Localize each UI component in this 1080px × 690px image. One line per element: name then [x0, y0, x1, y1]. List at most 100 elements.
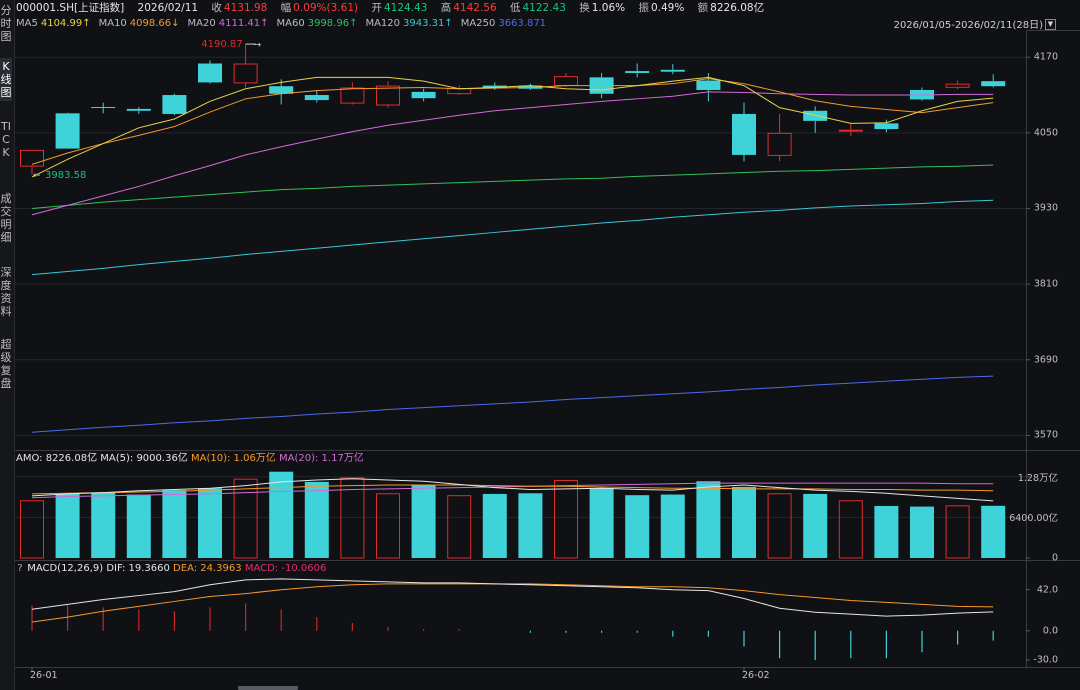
candle-down: [874, 123, 899, 130]
sidebar-tab-3[interactable]: 成交明细: [0, 192, 12, 244]
amo-bar-down: [625, 495, 650, 558]
amount-value: 8226.08亿: [710, 2, 765, 14]
amo-bar-down: [910, 506, 934, 558]
ma-value: 4111.41: [218, 18, 261, 29]
ma-legend-item: MA120 3943.31↑: [365, 18, 452, 29]
ma-legend-item: MA60 3998.96↑: [277, 18, 358, 29]
amo-bar-down: [732, 486, 756, 558]
candle-down: [981, 81, 1006, 87]
amo-bar-down: [589, 488, 614, 558]
candle-down: [198, 63, 222, 83]
amo-tick-label: 0: [1051, 552, 1058, 564]
amp-value: 0.09%(3.61): [293, 2, 359, 14]
ma5-line: [31, 76, 994, 178]
ma250-line: [31, 375, 994, 433]
macd-dea: DEA: 24.3963: [173, 563, 242, 574]
candle-up: [554, 76, 578, 86]
sidebar-tab-1[interactable]: K线图: [0, 58, 12, 101]
ma-trend-arrow: ↓: [171, 18, 180, 29]
amo-bar-down: [304, 481, 329, 558]
close-caption: 收: [211, 2, 222, 14]
price-tick-label: 4050: [1033, 127, 1058, 139]
candle-up: [20, 149, 44, 167]
amount-caption: 额: [697, 2, 709, 14]
candle-up: [838, 129, 863, 132]
candle-up: [376, 85, 400, 106]
turnover-caption: 换: [579, 2, 590, 14]
grid: [15, 56, 1030, 672]
amo-legend: AMO: 8226.08亿 MA(5): 9000.36亿 MA(10): 1.…: [16, 452, 364, 466]
ma-value: 3663.871: [498, 18, 547, 29]
amo-value: AMO: 8226.08亿: [16, 453, 98, 464]
amo-bar-down: [269, 471, 294, 558]
ma-legend-item: MA10 4098.66↓: [99, 18, 180, 29]
macd-legend: ? MACD(12,26,9) DIF: 19.3660 DEA: 24.396…: [16, 562, 326, 576]
amo-tick-label: 1.28万亿: [1017, 472, 1058, 484]
candle-down: [803, 110, 828, 121]
amo-bar-down: [518, 493, 543, 558]
amo-ma10: MA(10): 1.06万亿: [191, 453, 276, 464]
dea-line: [31, 583, 994, 623]
ma120-line: [31, 199, 994, 276]
date-range-selector[interactable]: 2026/01/05-2026/02/11(28日) ▼: [894, 16, 1056, 31]
macd-tick-label: -30.0: [1033, 654, 1058, 666]
ma-trend-arrow: ↑: [260, 18, 269, 29]
sidebar-tab-4[interactable]: 深度资料: [0, 266, 12, 318]
ma-name: MA60: [276, 18, 305, 29]
help-icon[interactable]: ?: [17, 563, 23, 574]
high-value: 4142.56: [453, 2, 497, 14]
amo-bar-down: [874, 505, 899, 558]
dif-line: [31, 578, 994, 617]
high-price-annotation: 4190.87: [201, 39, 242, 50]
candle-down: [660, 69, 685, 72]
open-caption: 开: [371, 2, 382, 14]
close-value: 4131.98: [223, 2, 268, 14]
amo-bar-up: [20, 500, 44, 559]
high-caption: 高: [440, 2, 452, 14]
amo-bar-up: [554, 479, 578, 559]
candle-up: [767, 132, 792, 156]
sidebar: 分时图 K线图 TICK 成交明细深度资料超级复盘: [0, 0, 15, 690]
amo-tick-label: 6400.00亿: [1009, 513, 1058, 525]
macd-tick-label: 42.0: [1036, 584, 1058, 596]
ma-name: MA20: [187, 18, 216, 29]
sidebar-tab-0[interactable]: 分时图: [0, 4, 12, 43]
candle-down: [696, 80, 721, 90]
date-label: 2026/02/11: [137, 2, 199, 14]
amo-bar-down: [55, 493, 80, 558]
scrollbar-thumb[interactable]: [238, 686, 298, 690]
candle-up: [447, 88, 472, 95]
ma-trend-arrow: ↑: [444, 18, 453, 29]
candle-up: [340, 87, 365, 104]
candle-down: [162, 95, 187, 114]
ma60-line: [31, 164, 994, 209]
amo-bar-down: [981, 505, 1006, 558]
amo-bar-down: [411, 485, 436, 558]
ma-value: 3943.31: [403, 18, 445, 29]
amo-bar-down: [126, 494, 151, 558]
price-tick-label: 4170: [1033, 51, 1058, 63]
swing-caption: 振: [638, 2, 649, 14]
amo-bar-down: [660, 494, 685, 558]
candle-down: [126, 108, 151, 111]
sidebar-tab-5[interactable]: 超级复盘: [0, 338, 12, 390]
amo-bar-down: [91, 492, 116, 558]
symbol-label: 000001.SH[上证指数]: [16, 2, 125, 14]
ma10-line: [31, 78, 994, 165]
amo-bar-up: [340, 477, 365, 559]
amo-bar-down: [696, 481, 721, 558]
macd-value: MACD: -10.0606: [244, 563, 327, 574]
candle-down: [55, 113, 80, 149]
annotation-arrow-icon: ←: [33, 171, 41, 181]
candle-up: [945, 83, 970, 88]
ma-value: 3998.96: [307, 18, 350, 29]
macd-dif: DIF: 19.3660: [106, 563, 170, 574]
candle-down: [625, 71, 650, 73]
amo-bar-down: [198, 488, 222, 558]
date-range-label: 2026/01/05-2026/02/11(28日): [893, 20, 1043, 31]
low-value: 4122.43: [522, 2, 566, 14]
amp-caption: 幅: [280, 2, 292, 14]
sidebar-tab-2[interactable]: TICK: [1, 120, 11, 159]
x-tick-label: 26-01: [30, 670, 58, 681]
